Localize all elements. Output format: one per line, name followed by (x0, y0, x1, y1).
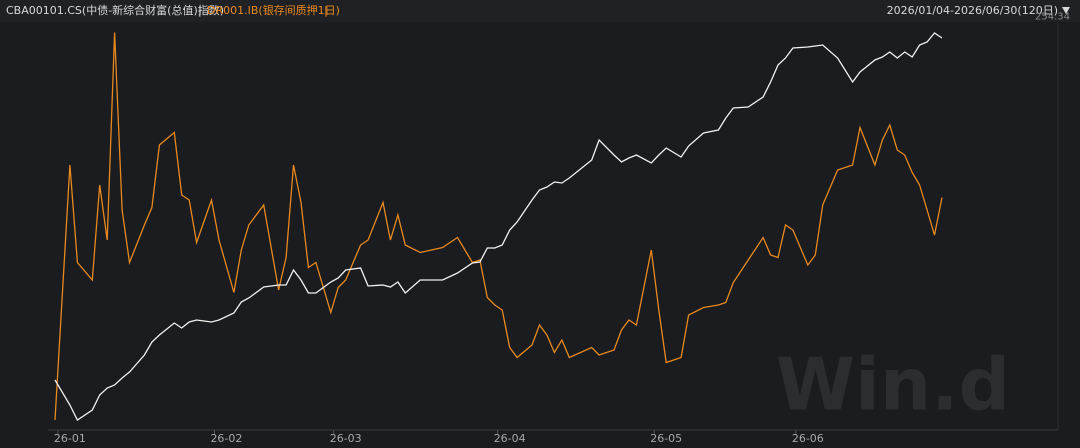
header-sep: | (198, 4, 202, 17)
date-range[interactable]: 2026/01/04-2026/06/30(120日) (887, 4, 1058, 17)
x-tick-label: 26-05 (650, 432, 682, 445)
watermark: Win.d (776, 343, 1010, 427)
x-tick-label: 26-03 (330, 432, 362, 445)
dropdown-icon[interactable] (1062, 7, 1070, 14)
header-sep: | (324, 4, 328, 17)
x-tick-label: 26-06 (792, 432, 824, 445)
x-tick-label: 26-02 (210, 432, 242, 445)
header-left: CBA00101.CS(中债-新综合财富(总值)指数) (6, 3, 224, 17)
x-tick-label: 26-01 (54, 432, 86, 445)
series-line (54, 32, 943, 421)
x-tick-label: 26-04 (494, 432, 526, 445)
header-middle: DR001.IB(银存间质押1日) (207, 3, 340, 17)
y-tick-label: 254.34 (1035, 12, 1070, 23)
header-bar (0, 0, 1080, 22)
series-line (54, 32, 943, 421)
